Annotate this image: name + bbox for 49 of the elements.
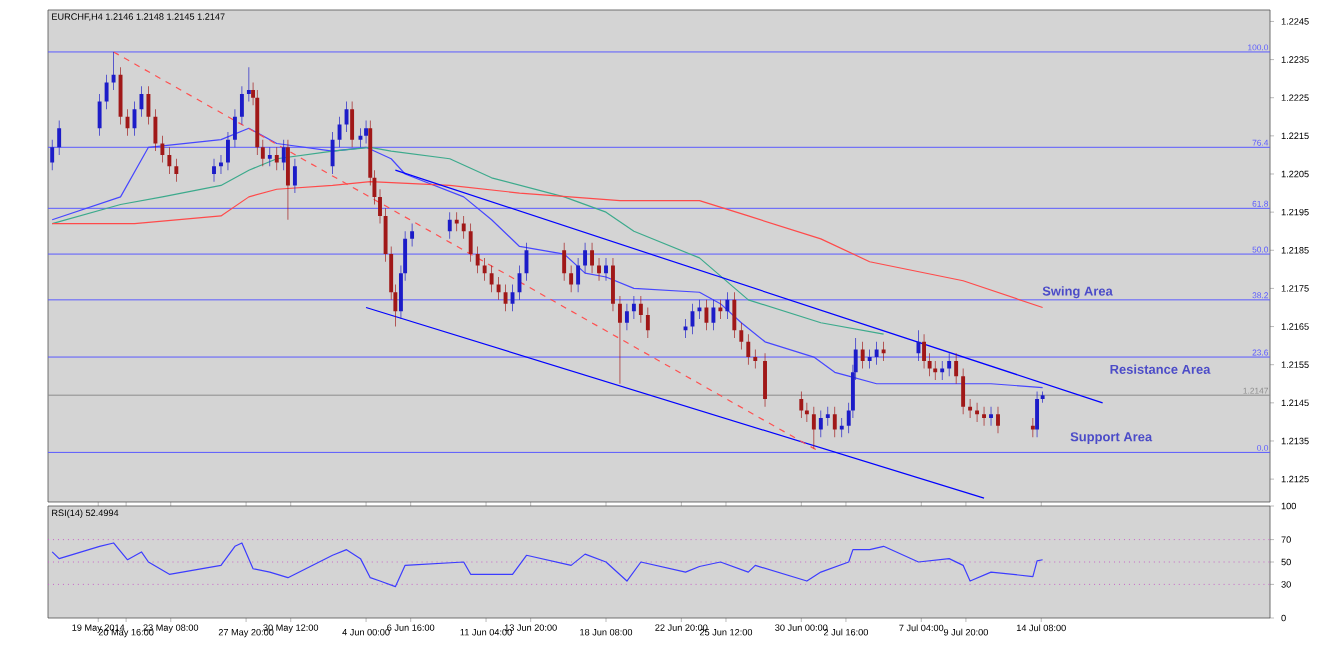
candlestick [874,341,879,365]
candlestick [97,93,102,136]
candlestick [881,341,886,361]
line-series [51,146,885,335]
candlestick [482,257,487,281]
candlestick [281,139,286,171]
candlestick [683,318,688,338]
candlestick [503,284,508,312]
candlestick [461,215,466,239]
candlestick [739,322,744,350]
candlestick [454,212,459,232]
candlestick [489,265,494,293]
candlestick [160,135,165,163]
candlestick [267,147,272,167]
candlestick [746,334,751,365]
candlestick [860,341,865,369]
candlestick [167,147,172,174]
candlestick [825,406,830,426]
candlestick [447,212,452,239]
candlestick [174,158,179,182]
candlestick [799,391,804,419]
candlestick [111,51,116,91]
candlestick [711,299,716,331]
candlestick [697,299,702,319]
candlestick [839,418,844,438]
candlestick [274,147,279,171]
candlestick [867,349,872,369]
candlestick [818,410,823,438]
candlestick [732,292,737,338]
candlestick [753,349,758,369]
candlestick [153,109,158,152]
candlestick [50,139,55,171]
candlestick [358,128,363,148]
candlestick [468,223,473,262]
candlestick [832,406,837,438]
candlestick [725,292,730,319]
candlestick [337,116,342,148]
candlestick [475,246,480,274]
candlestick [933,360,938,380]
candlestick [330,132,335,174]
candlestick [718,299,723,319]
candlestick [146,86,151,125]
candlestick [104,74,109,110]
candlestick [947,353,952,377]
candlestick [496,276,501,300]
candlestick [704,299,709,331]
candlestick [510,284,515,312]
candlestick [916,330,921,361]
candlestick [940,360,945,380]
